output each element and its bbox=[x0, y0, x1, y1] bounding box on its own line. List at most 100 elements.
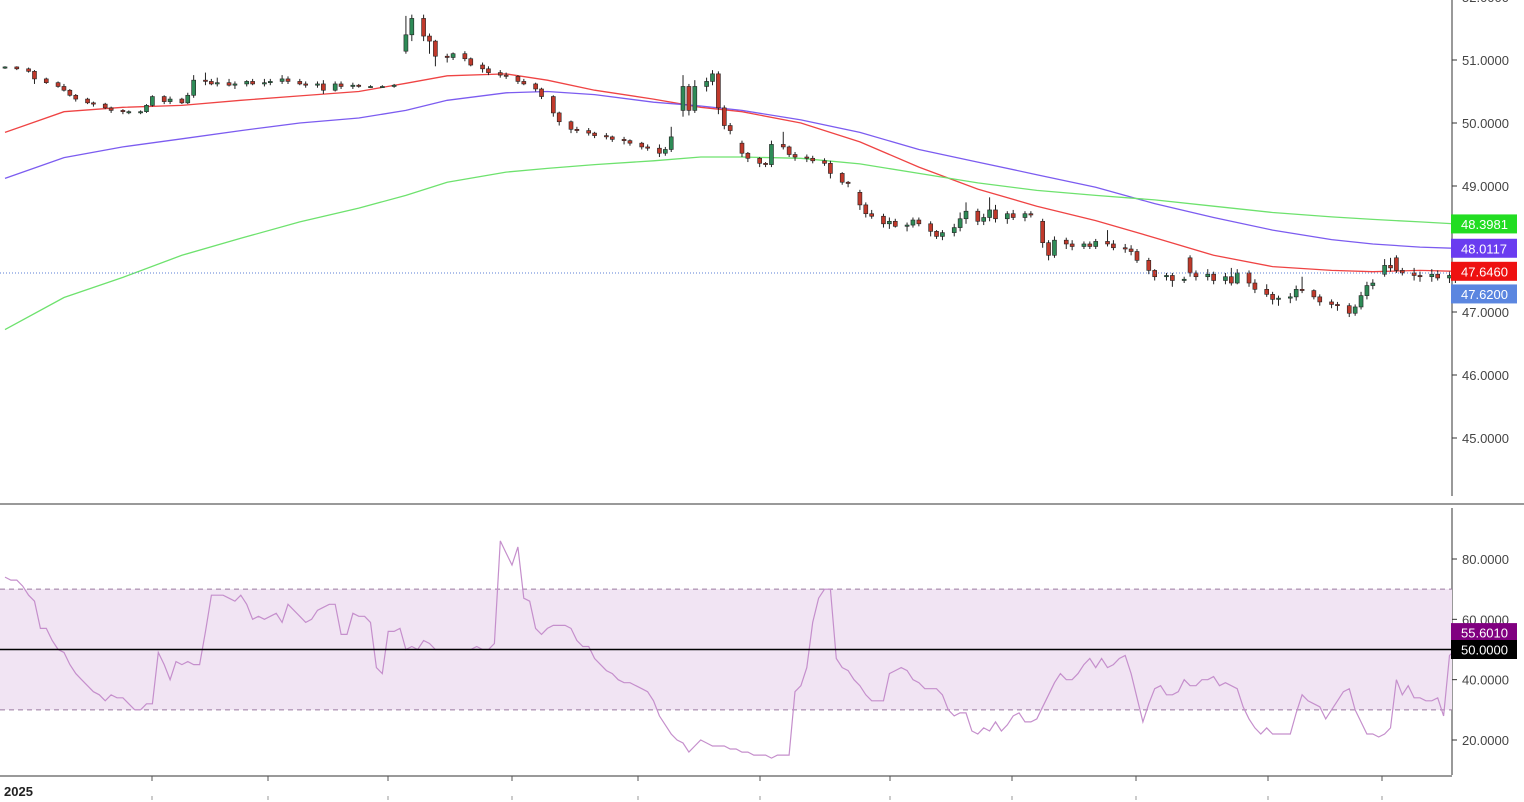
candle-body-42 bbox=[368, 86, 373, 88]
candle-body-141 bbox=[1193, 272, 1199, 278]
candle-body-64 bbox=[568, 121, 574, 130]
candle-body-85 bbox=[739, 142, 745, 154]
candle-body-0 bbox=[2, 66, 8, 69]
candle-body-11 bbox=[102, 103, 108, 109]
candle-body-19 bbox=[167, 98, 173, 102]
candle-body-98 bbox=[845, 181, 851, 184]
candle-body-86 bbox=[745, 152, 751, 159]
candle-body-6 bbox=[61, 86, 67, 91]
candle-body-13 bbox=[120, 110, 126, 112]
ma-green-value-tag-bg bbox=[1451, 214, 1517, 234]
candle-body-16 bbox=[144, 105, 149, 112]
candle-body-29 bbox=[250, 81, 255, 85]
candle-body-37 bbox=[321, 83, 326, 91]
price-tick-label-6: 46.0000 bbox=[1462, 368, 1509, 383]
candle-body-22 bbox=[191, 79, 196, 96]
moving-average-line-2 bbox=[4, 156, 1456, 331]
candle-body-170 bbox=[1429, 273, 1435, 278]
candle-body-104 bbox=[892, 220, 898, 227]
price-tick-label-5: 47.0000 bbox=[1462, 305, 1509, 320]
candle-body-67 bbox=[592, 132, 597, 136]
ma-red-value-tag: 47.6460 bbox=[1461, 264, 1508, 279]
candle-body-127 bbox=[1081, 243, 1087, 247]
candle-body-18 bbox=[161, 96, 167, 102]
candle-body-118 bbox=[1004, 213, 1010, 220]
candle-body-167 bbox=[1400, 270, 1405, 274]
candle-body-84 bbox=[727, 125, 733, 131]
candle-body-158 bbox=[1335, 304, 1340, 307]
candle-body-119 bbox=[1010, 213, 1016, 218]
candle-body-3 bbox=[32, 71, 37, 80]
price-tick-label-2: 50.0000 bbox=[1462, 116, 1509, 131]
price-panel: 52.000051.000050.000049.000048.000047.00… bbox=[0, 0, 1517, 496]
ma-green-value-tag: 48.3981 bbox=[1461, 217, 1508, 232]
candle-body-147 bbox=[1246, 272, 1252, 284]
candle-body-136 bbox=[1152, 270, 1157, 278]
candle-body-20 bbox=[179, 98, 185, 104]
candle-body-134 bbox=[1134, 251, 1140, 261]
candle-body-35 bbox=[303, 83, 308, 86]
candle-body-47 bbox=[421, 18, 426, 37]
candle-body-133 bbox=[1128, 248, 1134, 252]
candle-body-24 bbox=[209, 81, 214, 85]
candle-body-5 bbox=[55, 82, 61, 87]
candle-body-148 bbox=[1252, 282, 1258, 290]
candle-body-2 bbox=[26, 68, 31, 72]
candle-body-70 bbox=[621, 139, 627, 141]
candle-body-113 bbox=[963, 210, 969, 220]
candle-body-82 bbox=[716, 73, 721, 109]
x-axis-year-label: 2025 bbox=[4, 784, 33, 799]
candle-body-26 bbox=[226, 82, 232, 86]
price-tick-label-0: 52.0000 bbox=[1462, 0, 1509, 5]
candle-body-137 bbox=[1164, 275, 1169, 278]
candle-body-15 bbox=[138, 111, 143, 114]
candle-body-31 bbox=[268, 81, 273, 83]
candle-body-138 bbox=[1170, 275, 1175, 281]
candle-body-151 bbox=[1276, 297, 1281, 300]
candle-body-61 bbox=[539, 88, 544, 97]
candle-body-123 bbox=[1046, 242, 1051, 256]
candle-body-53 bbox=[468, 58, 474, 66]
candle-body-59 bbox=[521, 81, 527, 85]
candle-body-109 bbox=[934, 231, 939, 237]
candle-body-41 bbox=[356, 84, 362, 87]
price-tick-label-1: 51.0000 bbox=[1462, 53, 1509, 68]
candle-body-25 bbox=[214, 82, 220, 85]
price-tick-label-3: 49.0000 bbox=[1462, 179, 1509, 194]
rsi-value-tag: 55.6010 bbox=[1461, 626, 1508, 641]
candle-body-114 bbox=[975, 210, 981, 222]
candle-body-75 bbox=[663, 149, 668, 154]
candle-body-130 bbox=[1105, 241, 1110, 245]
candle-body-94 bbox=[810, 157, 816, 162]
candle-body-107 bbox=[916, 219, 922, 225]
ma-purple-value-tag-bg bbox=[1451, 238, 1517, 258]
candle-body-46 bbox=[409, 18, 415, 36]
candle-body-71 bbox=[627, 140, 633, 144]
candle-body-39 bbox=[338, 83, 344, 87]
candle-body-172 bbox=[1447, 275, 1452, 279]
candle-body-62 bbox=[551, 96, 556, 114]
moving-average-line-1 bbox=[4, 90, 1456, 249]
candle-body-95 bbox=[822, 160, 827, 164]
candle-body-27 bbox=[232, 83, 238, 86]
candle-body-152 bbox=[1287, 296, 1293, 299]
candle-body-92 bbox=[792, 154, 798, 158]
candle-body-166 bbox=[1394, 257, 1399, 271]
candle-body-93 bbox=[804, 156, 810, 159]
candle-body-14 bbox=[126, 111, 132, 114]
rsi-panel: 80.000060.000040.000020.000055.601050.00… bbox=[0, 508, 1517, 775]
candle-body-87 bbox=[757, 157, 762, 164]
candle-body-17 bbox=[150, 96, 155, 106]
last-price-tag: 47.6200 bbox=[1461, 287, 1508, 302]
candle-body-88 bbox=[763, 163, 768, 165]
candle-body-105 bbox=[904, 224, 910, 227]
candle-body-90 bbox=[780, 144, 786, 148]
candle-body-150 bbox=[1270, 294, 1275, 300]
candle-body-48 bbox=[427, 35, 432, 42]
candle-body-91 bbox=[786, 146, 792, 155]
rsi-midline-tag: 50.0000 bbox=[1461, 643, 1508, 658]
rsi-tick-label-0: 80.0000 bbox=[1462, 552, 1509, 567]
candle-body-76 bbox=[668, 136, 674, 150]
candle-body-163 bbox=[1370, 282, 1376, 286]
